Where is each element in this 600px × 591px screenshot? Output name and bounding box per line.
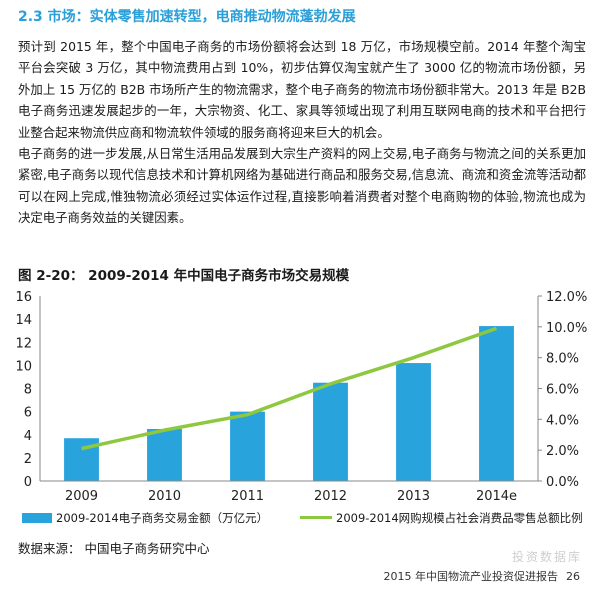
- y-right-tick-label: 2.0%: [546, 444, 579, 459]
- chart-legend: 2009-2014电子商务交易金额（万亿元） 2009-2014网购规模占社会消…: [18, 510, 590, 526]
- y-left-tick-label: 8: [24, 383, 32, 398]
- y-left-tick-label: 6: [24, 406, 32, 421]
- y-right-tick-label: 12.0%: [546, 290, 587, 305]
- legend-line-label: 2009-2014网购规模占社会消费品零售总额比例: [336, 511, 583, 525]
- y-left-tick-label: 4: [24, 429, 32, 444]
- bar: [396, 363, 431, 481]
- bar: [313, 382, 348, 481]
- body-text: 预计到 2015 年，整个中国电子商务的市场份额将会达到 18 万亿，市场规模空…: [18, 36, 586, 229]
- y-right-tick-label: 6.0%: [546, 383, 579, 398]
- legend-bar-label: 2009-2014电子商务交易金额（万亿元）: [56, 511, 269, 525]
- legend-item-bar: 2009-2014电子商务交易金额（万亿元）: [22, 510, 268, 526]
- bar: [230, 411, 265, 481]
- y-left-tick-label: 14: [15, 313, 32, 328]
- y-left-tick-label: 12: [15, 336, 32, 351]
- combo-chart: 0 2 4 6 8 10 12 14 16 0.0% 2.0% 4.0% 6.0% 8.0% 10.0% 12…: [15, 290, 587, 504]
- y-right-tick-label: 0.0%: [546, 475, 579, 490]
- y-right-tick-label: 8.0%: [546, 352, 579, 367]
- y-left-tick-label: 2: [24, 452, 32, 467]
- x-tick-label: 2010: [148, 489, 181, 504]
- legend-line-swatch: [300, 516, 332, 519]
- line-series: [81, 326, 498, 451]
- page-footer: 2015 年中国物流产业投资促进报告 26: [384, 568, 581, 584]
- section-title: 2.3 市场：实体零售加速转型，电商推动物流蓬勃发展: [18, 9, 356, 25]
- figure-title: 图 2-20： 2009-2014 年中国电子商务市场交易规模: [18, 268, 350, 284]
- legend-item-line: 2009-2014网购规模占社会消费品零售总额比例: [300, 510, 583, 526]
- y-right-tick-label: 4.0%: [546, 413, 579, 428]
- bar: [147, 428, 182, 481]
- x-tick-label: 2009: [65, 489, 98, 504]
- legend-bar-swatch: [22, 513, 52, 523]
- x-tick-label: 2014e: [476, 489, 517, 504]
- paragraph-2: 电子商务的进一步发展,从日常生活用品发展到大宗生产资料的网上交易,电子商务与物流…: [18, 146, 586, 226]
- x-tick-label: 2013: [397, 489, 430, 504]
- y-right-tick-label: 10.0%: [546, 321, 587, 336]
- source-note: 数据来源： 中国电子商务研究中心: [18, 541, 210, 556]
- paragraph-1: 预计到 2015 年，整个中国电子商务的市场份额将会达到 18 万亿，市场规模空…: [18, 39, 586, 140]
- x-tick-label: 2011: [231, 489, 264, 504]
- y-left-tick-label: 0: [24, 475, 32, 490]
- y-left-tick-label: 10: [15, 359, 32, 374]
- bar: [479, 326, 514, 481]
- x-tick-label: 2012: [314, 489, 347, 504]
- watermark: 投资数据库: [511, 550, 582, 564]
- page-number: 26: [566, 570, 580, 583]
- footer-text: 2015 年中国物流产业投资促进报告: [383, 570, 559, 583]
- y-left-tick-label: 16: [15, 290, 32, 305]
